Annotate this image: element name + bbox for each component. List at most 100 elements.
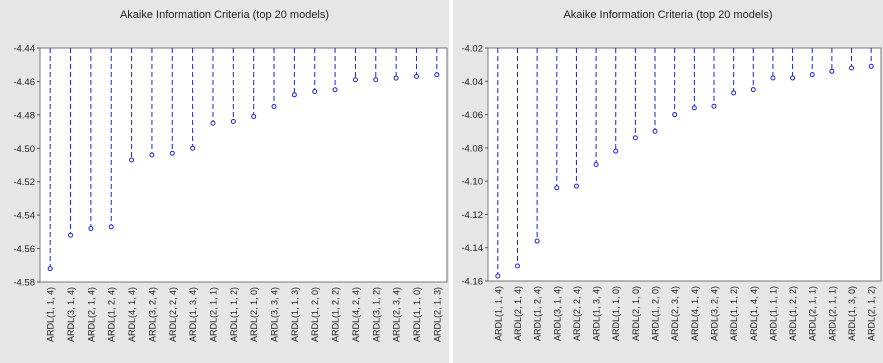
series-point [750,87,756,93]
y-tick-label: -4.08 [461,143,483,154]
series-point [495,273,501,279]
series-point [169,150,175,156]
x-tick-label: ARDL(1, 2, 0) [310,287,320,342]
x-tick-label: ARDL(3, 3, 4) [270,287,280,342]
series-point [352,77,358,83]
series-point [868,63,874,69]
y-tick-label: -4.54 [13,211,35,222]
x-tick-label: ARDL(1, 2, 2) [331,287,341,342]
series-point [790,75,796,81]
x-tick-label: ARDL(1, 1, 4) [46,287,56,342]
x-tick-label: ARDL(1, 2, 4) [533,286,543,341]
y-tick-label: -4.48 [13,110,35,121]
x-tick-label: ARDL(1, 3, 4) [592,286,602,341]
x-tick-label: ARDL(4, 1, 4) [127,287,137,342]
x-tick-label: ARDL(2, 1, 2) [867,286,877,341]
y-tick-label: -4.58 [13,278,35,289]
series-point [434,72,440,78]
series-point [88,226,94,232]
x-tick-label: ARDL(3, 1, 4) [552,286,562,341]
y-tick-label: -4.12 [461,210,483,221]
series-point [711,103,717,109]
series-point [210,120,216,126]
y-tick-label: -4.46 [13,77,35,88]
x-tick-label: ARDL(3, 1, 4) [66,287,76,342]
x-tick-label: ARDL(2, 1, 4) [86,287,96,342]
y-tick-label: -4.06 [461,110,483,121]
series-point [691,105,697,111]
y-tick-label: -4.44 [13,44,35,55]
x-tick-label: ARDL(1, 1, 0) [412,287,422,342]
x-tick-label: ARDL(1, 4, 4) [749,286,759,341]
x-tick-label: ARDL(2, 1, 0) [631,286,641,341]
series-point [332,87,338,93]
series-point [251,114,257,120]
x-tick-label: ARDL(1, 2, 4) [107,287,117,342]
y-tick-label: -4.50 [13,144,35,155]
x-tick-label: ARDL(1, 1, 4) [493,286,503,341]
x-tick-label: ARDL(2, 2, 4) [168,287,178,342]
x-tick-label: ARDL(1, 3, 0) [847,286,857,341]
series-point [108,224,114,230]
series-point [731,90,737,96]
plot-area [487,47,882,282]
x-tick-label: ARDL(1, 1, 0) [611,286,621,341]
series-point [672,112,678,118]
series-point [312,88,318,94]
y-tick-label: -4.10 [461,177,483,188]
chart-panel-left: Akaike Information Criteria (top 20 mode… [0,0,449,363]
x-tick-label: ARDL(4, 1, 4) [690,286,700,341]
series-point [68,232,74,238]
x-tick-label: ARDL(1, 3, 4) [188,287,198,342]
x-tick-label: ARDL(1, 2, 0) [651,286,661,341]
x-tick-label: ARDL(2, 3, 4) [670,286,680,341]
y-tick-label: -4.04 [461,77,483,88]
x-tick-label: ARDL(1, 1, 2) [729,286,739,341]
chart-title: Akaike Information Criteria (top 20 mode… [119,9,330,21]
x-tick-label: ARDL(3, 1, 2) [371,287,381,342]
x-tick-label: ARDL(2, 1, 1) [808,286,818,341]
y-tick-label: -4.16 [461,277,483,288]
series-point [149,152,155,158]
series-point [652,128,658,134]
series-point [190,145,196,151]
series-point [573,183,579,189]
y-tick-label: -4.56 [13,244,35,255]
x-tick-label: ARDL(1, 1, 2) [229,287,239,342]
series-point [534,238,540,244]
x-tick-label: ARDL(1, 2, 2) [788,286,798,341]
series-point [129,157,135,163]
series-point [809,72,815,78]
y-tick-label: -4.52 [13,177,35,188]
chart-right: -4.02 -4.04 -4.06 -4.08 -4.10 -4.12 -4.14 -4.16… [461,44,882,341]
series-point [230,119,236,125]
series-point [770,75,776,81]
y-tick-label: -4.02 [461,44,483,55]
series-point [829,68,835,74]
x-tick-label: ARDL(2, 1, 3) [432,287,442,342]
x-tick-label: ARDL(1, 1, 1) [768,286,778,341]
chart-title: Akaike Information Criteria (top 20 mode… [563,9,773,21]
x-tick-label: ARDL(4, 2, 4) [351,287,361,342]
series-point [271,104,277,109]
x-tick-label: ARDL(2, 3, 4) [392,287,402,342]
chart-left: -4.44 -4.46 -4.48 -4.50 -4.52 -4.54 -4.56 -4.58… [13,44,448,342]
x-tick-label: ARDL(3, 2, 4) [709,286,719,341]
plot-area [39,47,448,283]
x-tick-label: ARDL(2, 1, 0) [249,287,259,342]
x-tick-label: ARDL(2, 2, 4) [572,286,582,341]
x-tick-label: ARDL(2, 1, 1) [827,286,837,341]
x-tick-label: ARDL(2, 1, 4) [513,286,523,341]
series-point [632,135,638,141]
series-point [291,92,297,98]
chart-panel-right: Akaike Information Criteria (top 20 mode… [453,0,883,363]
series-point [613,148,619,154]
series-point [413,73,419,79]
series-point [554,185,560,191]
x-tick-label: ARDL(3, 2, 4) [147,287,157,342]
series-point [514,263,520,269]
series-point [47,266,53,272]
series-point [373,77,379,83]
x-tick-label: ARDL(2, 1, 1) [208,287,218,342]
